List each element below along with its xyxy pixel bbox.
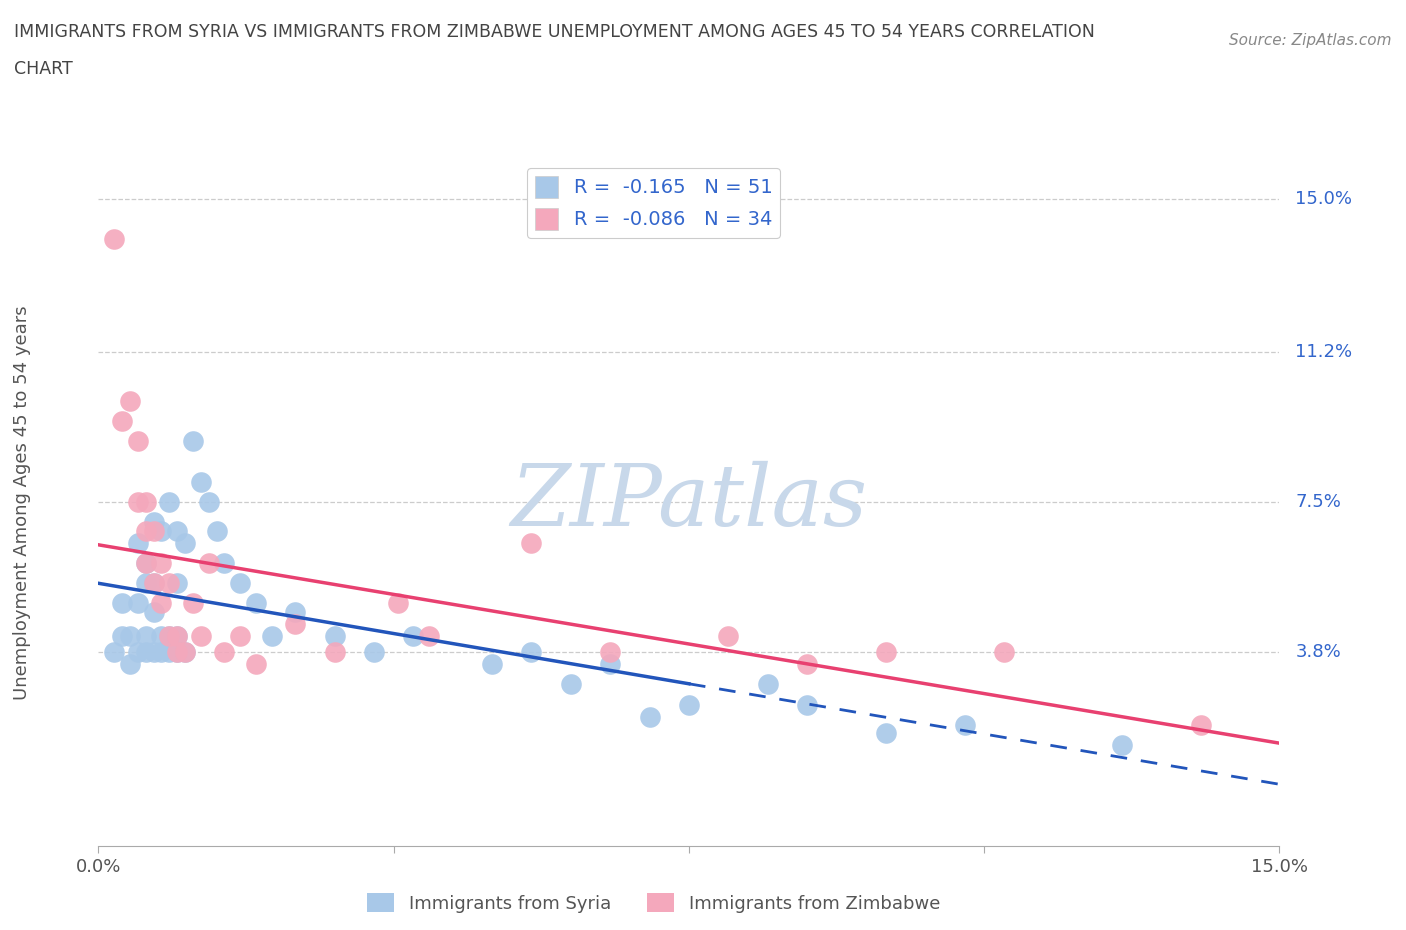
Point (135, 629, 157, 644)
Point (638, 710, 661, 724)
Point (157, 629, 180, 644)
Point (174, 644, 197, 659)
Point (142, 576, 165, 591)
Point (875, 644, 897, 659)
Point (174, 536, 197, 551)
Point (166, 576, 188, 591)
Point (205, 523, 228, 538)
Point (387, 596, 409, 611)
Point (142, 515, 165, 530)
Point (678, 698, 700, 712)
Point (142, 576, 165, 591)
Point (127, 495, 149, 510)
Point (599, 657, 621, 671)
Text: 11.2%: 11.2% (1295, 343, 1353, 362)
Point (875, 725, 897, 740)
Point (150, 629, 173, 644)
Text: Source: ZipAtlas.com: Source: ZipAtlas.com (1229, 33, 1392, 47)
Point (135, 576, 157, 591)
Point (245, 657, 267, 671)
Point (214, 555, 236, 570)
Point (560, 677, 582, 692)
Point (418, 629, 440, 644)
Point (166, 629, 188, 644)
Point (1189, 717, 1212, 732)
Text: 15.0%: 15.0% (1295, 190, 1353, 207)
Point (111, 414, 134, 429)
Point (245, 596, 267, 611)
Text: CHART: CHART (14, 60, 73, 78)
Point (157, 495, 180, 510)
Point (157, 644, 180, 659)
Point (1111, 737, 1133, 752)
Point (717, 629, 740, 644)
Point (229, 629, 252, 644)
Point (520, 644, 543, 659)
Point (118, 629, 141, 644)
Point (111, 629, 134, 644)
Point (142, 644, 165, 659)
Point (323, 644, 346, 659)
Point (127, 536, 149, 551)
Point (993, 644, 1015, 659)
Point (166, 644, 188, 659)
Point (150, 644, 173, 659)
Point (127, 596, 149, 611)
Point (323, 629, 346, 644)
Point (103, 232, 125, 246)
Point (181, 596, 204, 611)
Text: IMMIGRANTS FROM SYRIA VS IMMIGRANTS FROM ZIMBABWE UNEMPLOYMENT AMONG AGES 45 TO : IMMIGRANTS FROM SYRIA VS IMMIGRANTS FROM… (14, 23, 1095, 41)
Point (150, 596, 173, 611)
Point (166, 629, 188, 644)
Point (135, 555, 157, 570)
Legend: Immigrants from Syria, Immigrants from Zimbabwe: Immigrants from Syria, Immigrants from Z… (360, 886, 948, 920)
Point (150, 555, 173, 570)
Point (214, 644, 236, 659)
Point (166, 644, 188, 659)
Text: 3.8%: 3.8% (1295, 643, 1341, 661)
Point (135, 555, 157, 570)
Point (135, 523, 157, 538)
Point (157, 576, 180, 591)
Point (111, 596, 134, 611)
Point (229, 576, 252, 591)
Point (796, 657, 818, 671)
Point (118, 393, 141, 408)
Point (181, 434, 204, 449)
Text: ZIPatlas: ZIPatlas (510, 461, 868, 543)
Point (190, 629, 212, 644)
Point (260, 629, 283, 644)
Point (127, 644, 149, 659)
Point (796, 698, 818, 712)
Point (953, 717, 976, 732)
Point (127, 434, 149, 449)
Point (135, 495, 157, 510)
Point (103, 644, 125, 659)
Point (197, 495, 219, 510)
Point (118, 657, 141, 671)
Text: Unemployment Among Ages 45 to 54 years: Unemployment Among Ages 45 to 54 years (13, 305, 31, 699)
Point (756, 677, 779, 692)
Point (150, 523, 173, 538)
Point (481, 657, 503, 671)
Point (402, 629, 425, 644)
Point (197, 555, 219, 570)
Point (284, 617, 307, 631)
Point (284, 604, 307, 619)
Point (142, 523, 165, 538)
Point (174, 644, 197, 659)
Point (166, 523, 188, 538)
Point (135, 644, 157, 659)
Point (520, 536, 543, 551)
Point (363, 644, 385, 659)
Point (190, 474, 212, 489)
Point (157, 629, 180, 644)
Point (599, 644, 621, 659)
Text: 7.5%: 7.5% (1295, 493, 1341, 512)
Point (142, 604, 165, 619)
